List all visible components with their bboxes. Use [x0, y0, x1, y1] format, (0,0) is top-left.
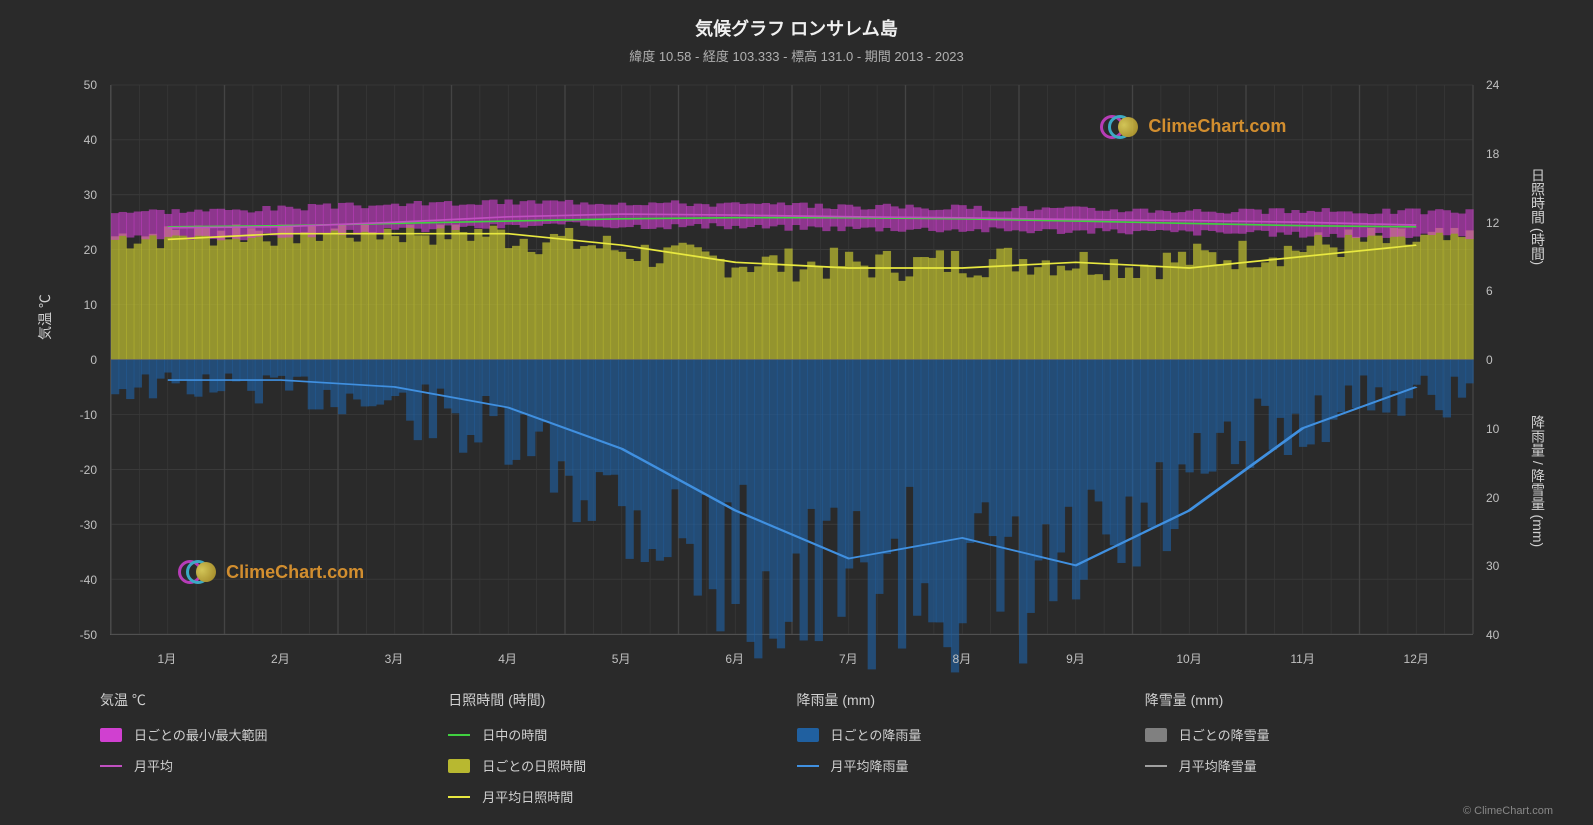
y-tick-left: -50 [80, 628, 97, 642]
legend-swatch [1145, 765, 1167, 767]
chart-area: 気温 ℃ -50-40-30-20-1001020304050 日照時間 (時間… [40, 75, 1553, 675]
y-axis-left: 気温 ℃ -50-40-30-20-1001020304050 [40, 85, 105, 635]
x-tick: 7月 [839, 650, 858, 667]
plot-area [110, 85, 1473, 635]
y-tick-left: 40 [84, 133, 97, 147]
logo-icon [1104, 113, 1140, 141]
legend-label: 日ごとの降雨量 [831, 725, 922, 744]
y-axis-right-label-bottom: 降雨量 / 降雪量 (mm) [1528, 415, 1548, 547]
legend-header: 日照時間 (時間) [448, 690, 796, 710]
legend-label: 日ごとの降雪量 [1179, 725, 1270, 744]
legend-label: 月平均 [134, 756, 173, 775]
legend-swatch [1145, 728, 1167, 742]
y-tick-right: 12 [1486, 216, 1499, 230]
legend-item: 日ごとの最小/最大範囲 [100, 725, 448, 744]
x-tick: 3月 [385, 650, 404, 667]
legend-item: 月平均日照時間 [448, 787, 796, 806]
legend-swatch [100, 765, 122, 767]
legend-label: 月平均降雨量 [831, 756, 909, 775]
x-tick: 6月 [725, 650, 744, 667]
legend: 気温 ℃ 日ごとの最小/最大範囲月平均 日照時間 (時間) 日中の時間日ごとの日照時間… [40, 690, 1553, 818]
legend-column: 日照時間 (時間) 日中の時間日ごとの日照時間月平均日照時間 [448, 690, 796, 818]
legend-header: 降雨量 (mm) [797, 690, 1145, 710]
y-tick-left: 50 [84, 78, 97, 92]
legend-item: 月平均降雨量 [797, 756, 1145, 775]
x-tick: 11月 [1290, 650, 1314, 667]
x-tick: 8月 [953, 650, 972, 667]
legend-column: 気温 ℃ 日ごとの最小/最大範囲月平均 [100, 690, 448, 818]
legend-item: 月平均 [100, 756, 448, 775]
watermark-text: ClimeChart.com [1148, 116, 1286, 137]
y-tick-right: 20 [1486, 491, 1499, 505]
x-tick: 9月 [1066, 650, 1085, 667]
y-tick-right: 10 [1486, 422, 1499, 436]
legend-swatch [797, 728, 819, 742]
x-axis: 1月 2月 3月 4月 5月 6月 7月 8月 9月 10月 11月 12月 [110, 640, 1473, 675]
y-tick-left: -30 [80, 518, 97, 532]
x-tick: 4月 [498, 650, 517, 667]
x-tick: 1月 [157, 650, 176, 667]
legend-label: 月平均日照時間 [482, 787, 573, 806]
legend-item: 日ごとの降雨量 [797, 725, 1145, 744]
y-tick-right: 30 [1486, 559, 1499, 573]
legend-label: 日中の時間 [482, 725, 547, 744]
legend-column: 降雨量 (mm) 日ごとの降雨量月平均降雨量 [797, 690, 1145, 818]
legend-header: 降雪量 (mm) [1145, 690, 1493, 710]
legend-item: 日ごとの日照時間 [448, 756, 796, 775]
y-tick-right: 18 [1486, 147, 1499, 161]
x-tick: 2月 [271, 650, 290, 667]
y-tick-left: -40 [80, 573, 97, 587]
logo-icon [182, 558, 218, 586]
legend-swatch [448, 759, 470, 773]
y-tick-left: 10 [84, 298, 97, 312]
watermark-top: ClimeChart.com [1104, 113, 1286, 141]
legend-item: 日中の時間 [448, 725, 796, 744]
y-tick-left: 0 [90, 353, 97, 367]
x-tick: 5月 [612, 650, 631, 667]
chart-subtitle: 緯度 10.58 - 経度 103.333 - 標高 131.0 - 期間 20… [40, 46, 1553, 65]
watermark-bottom: ClimeChart.com [182, 558, 364, 586]
chart-title: 気候グラフ ロンサレム島 [40, 15, 1553, 41]
y-tick-left: -20 [80, 463, 97, 477]
y-tick-right: 24 [1486, 78, 1499, 92]
copyright: © ClimeChart.com [1463, 805, 1553, 817]
legend-item: 月平均降雪量 [1145, 756, 1493, 775]
y-tick-left: 20 [84, 243, 97, 257]
y-tick-right: 40 [1486, 628, 1499, 642]
y-tick-left: -10 [80, 408, 97, 422]
plot-svg [111, 85, 1473, 634]
watermark-text: ClimeChart.com [226, 562, 364, 583]
x-tick: 10月 [1176, 650, 1201, 667]
y-tick-right: 6 [1486, 284, 1493, 298]
legend-label: 日ごとの最小/最大範囲 [134, 725, 267, 744]
legend-header: 気温 ℃ [100, 690, 448, 710]
legend-label: 月平均降雪量 [1179, 756, 1257, 775]
legend-label: 日ごとの日照時間 [482, 756, 586, 775]
legend-swatch [797, 765, 819, 767]
y-tick-right: 0 [1486, 353, 1493, 367]
y-axis-right-label-top: 日照時間 (時間) [1528, 168, 1548, 265]
y-axis-left-label: 気温 ℃ [35, 294, 55, 340]
y-tick-left: 30 [84, 188, 97, 202]
legend-swatch [100, 728, 122, 742]
legend-swatch [448, 796, 470, 798]
legend-column: 降雪量 (mm) 日ごとの降雪量月平均降雪量 [1145, 690, 1493, 818]
x-tick: 12月 [1404, 650, 1429, 667]
legend-item: 日ごとの降雪量 [1145, 725, 1493, 744]
legend-swatch [448, 734, 470, 736]
y-axis-right: 日照時間 (時間) 降雨量 / 降雪量 (mm) 061218241020304… [1478, 85, 1553, 635]
